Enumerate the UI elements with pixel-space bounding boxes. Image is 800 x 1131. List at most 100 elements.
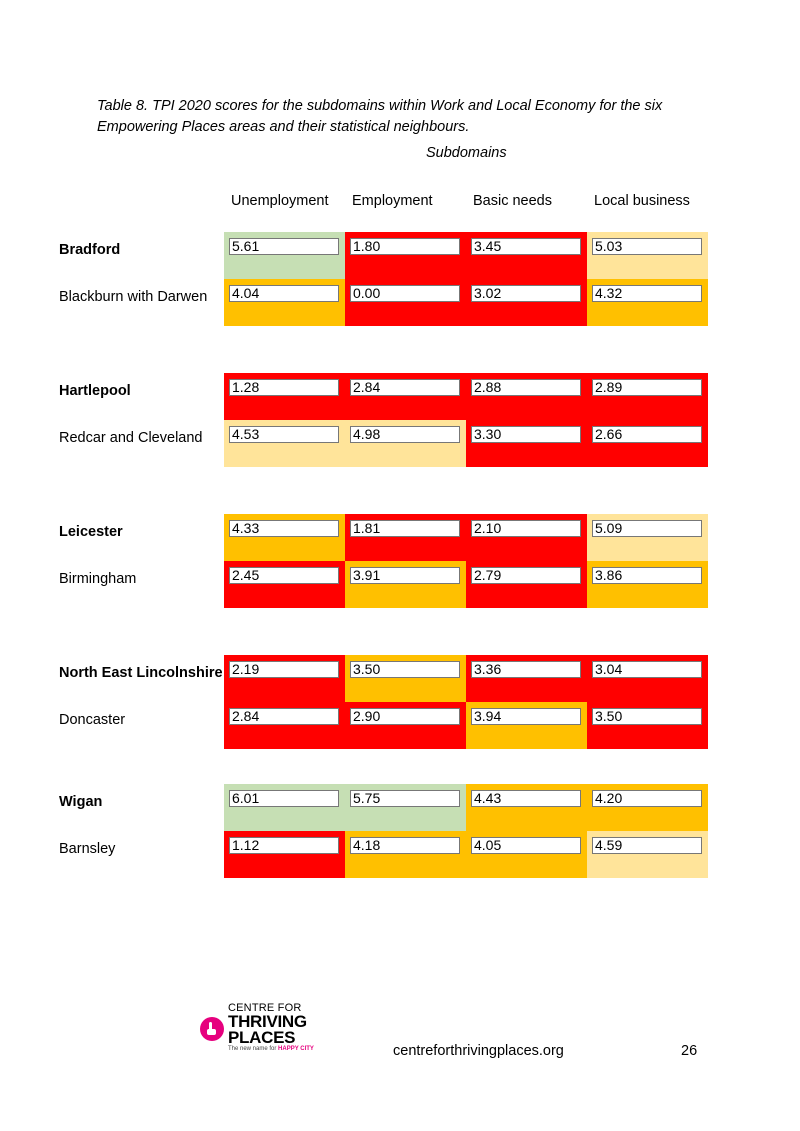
score-cell: 4.20 xyxy=(587,784,708,831)
score-value: 4.20 xyxy=(592,790,702,807)
score-value: 2.88 xyxy=(471,379,581,396)
score-cell: 2.84 xyxy=(345,373,466,420)
score-value: 4.43 xyxy=(471,790,581,807)
row-label: Doncaster xyxy=(59,712,126,728)
score-cell: 6.01 xyxy=(224,784,345,831)
score-value: 5.03 xyxy=(592,238,702,255)
score-cell: 4.59 xyxy=(587,831,708,878)
score-value: 3.04 xyxy=(592,661,702,678)
score-cell: 4.43 xyxy=(466,784,587,831)
score-cell: 5.03 xyxy=(587,232,708,279)
centre-for-thriving-places-logo: CENTRE FOR THRIVING PLACES The new name … xyxy=(198,1002,338,1058)
score-value: 0.00 xyxy=(350,285,460,302)
row-label: Bradford xyxy=(59,242,121,258)
score-value: 3.45 xyxy=(471,238,581,255)
logo-line3: PLACES xyxy=(228,1028,296,1047)
score-cell: 2.10 xyxy=(466,514,587,561)
row-label: Birmingham xyxy=(59,571,137,587)
score-cell: 3.50 xyxy=(587,702,708,749)
score-cell: 4.98 xyxy=(345,420,466,467)
score-value: 3.50 xyxy=(350,661,460,678)
score-value: 5.09 xyxy=(592,520,702,537)
page-number: 26 xyxy=(681,1043,698,1059)
score-value: 5.61 xyxy=(229,238,339,255)
score-cell: 3.50 xyxy=(345,655,466,702)
score-cell: 1.80 xyxy=(345,232,466,279)
score-value: 2.19 xyxy=(229,661,339,678)
score-value: 2.84 xyxy=(229,708,339,725)
score-value: 4.98 xyxy=(350,426,460,443)
column-header: Unemployment xyxy=(231,193,329,209)
score-value: 5.75 xyxy=(350,790,460,807)
score-value: 4.33 xyxy=(229,520,339,537)
score-value: 3.36 xyxy=(471,661,581,678)
score-cell: 4.04 xyxy=(224,279,345,326)
score-cell: 3.02 xyxy=(466,279,587,326)
score-cell: 0.00 xyxy=(345,279,466,326)
score-value: 6.01 xyxy=(229,790,339,807)
score-value: 3.02 xyxy=(471,285,581,302)
score-value: 2.45 xyxy=(229,567,339,584)
row-label: Wigan xyxy=(59,794,103,810)
score-cell: 4.33 xyxy=(224,514,345,561)
logo-tagline-prefix: The new name for xyxy=(228,1046,277,1052)
score-cell: 4.53 xyxy=(224,420,345,467)
score-cell: 2.88 xyxy=(466,373,587,420)
score-value: 2.10 xyxy=(471,520,581,537)
logo-tagline-brand: HAPPY CITY xyxy=(278,1046,314,1052)
column-header: Basic needs xyxy=(473,193,552,209)
score-value: 2.84 xyxy=(350,379,460,396)
score-value: 3.30 xyxy=(471,426,581,443)
score-cell: 5.75 xyxy=(345,784,466,831)
row-label: Leicester xyxy=(59,524,123,540)
row-label: North East Lincolnshire xyxy=(59,665,223,681)
score-value: 3.94 xyxy=(471,708,581,725)
score-cell: 2.45 xyxy=(224,561,345,608)
table-caption: Table 8. TPI 2020 scores for the subdoma… xyxy=(97,98,663,135)
row-label: Barnsley xyxy=(59,841,116,857)
score-value: 2.90 xyxy=(350,708,460,725)
score-cell: 3.94 xyxy=(466,702,587,749)
score-value: 2.66 xyxy=(592,426,702,443)
score-value: 4.04 xyxy=(229,285,339,302)
row-label: Redcar and Cleveland xyxy=(59,430,203,446)
score-cell: 2.89 xyxy=(587,373,708,420)
score-cell: 3.36 xyxy=(466,655,587,702)
score-cell: 1.12 xyxy=(224,831,345,878)
score-cell: 2.84 xyxy=(224,702,345,749)
score-cell: 4.32 xyxy=(587,279,708,326)
score-cell: 2.90 xyxy=(345,702,466,749)
score-cell: 1.28 xyxy=(224,373,345,420)
score-cell: 3.30 xyxy=(466,420,587,467)
score-cell: 4.18 xyxy=(345,831,466,878)
score-cell: 2.66 xyxy=(587,420,708,467)
score-value: 4.53 xyxy=(229,426,339,443)
score-cell: 2.79 xyxy=(466,561,587,608)
column-header: Employment xyxy=(352,193,433,209)
logo-tagline: The new name for HAPPY CITY xyxy=(228,1046,314,1052)
subdomains-label: Subdomains xyxy=(426,145,507,161)
logo-line1: CENTRE FOR xyxy=(228,1002,302,1014)
score-cell: 3.86 xyxy=(587,561,708,608)
score-value: 1.12 xyxy=(229,837,339,854)
score-value: 4.05 xyxy=(471,837,581,854)
score-cell: 3.04 xyxy=(587,655,708,702)
score-value: 4.18 xyxy=(350,837,460,854)
score-cell: 4.05 xyxy=(466,831,587,878)
raised-hand-icon xyxy=(200,1017,224,1041)
row-label: Hartlepool xyxy=(59,383,131,399)
score-value: 4.59 xyxy=(592,837,702,854)
footer-url[interactable]: centreforthrivingplaces.org xyxy=(393,1043,564,1059)
score-value: 4.32 xyxy=(592,285,702,302)
score-value: 3.86 xyxy=(592,567,702,584)
score-value: 3.91 xyxy=(350,567,460,584)
score-value: 1.80 xyxy=(350,238,460,255)
score-value: 1.81 xyxy=(350,520,460,537)
score-cell: 1.81 xyxy=(345,514,466,561)
score-value: 1.28 xyxy=(229,379,339,396)
score-cell: 5.09 xyxy=(587,514,708,561)
score-cell: 3.91 xyxy=(345,561,466,608)
score-value: 2.89 xyxy=(592,379,702,396)
score-cell: 3.45 xyxy=(466,232,587,279)
score-value: 2.79 xyxy=(471,567,581,584)
